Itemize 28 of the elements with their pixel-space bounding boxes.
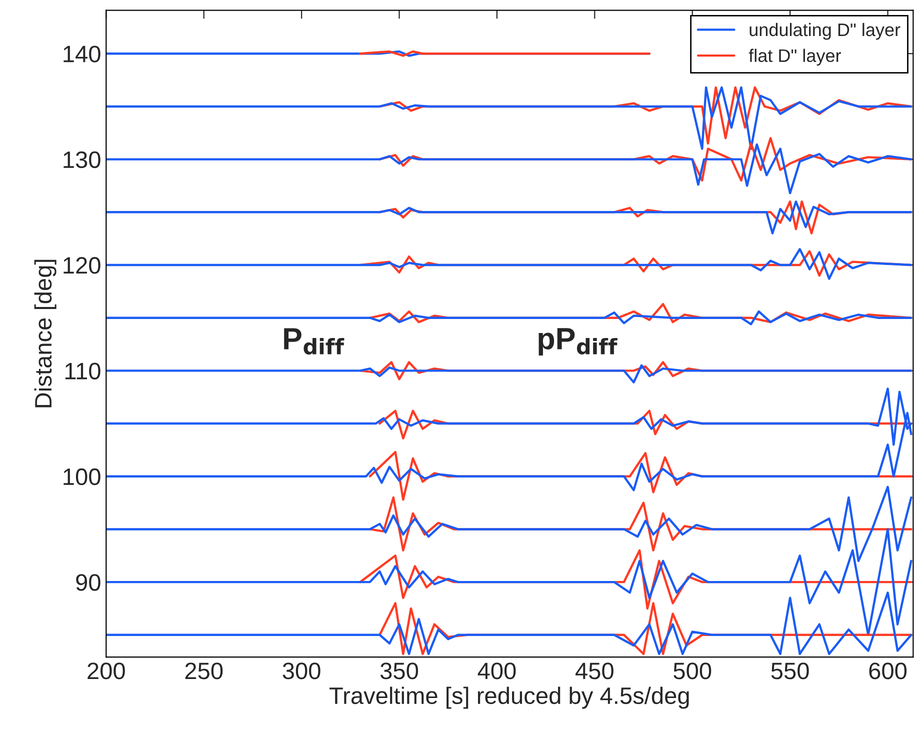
y-tick-label: 100 [64,468,100,486]
line-series [106,248,912,280]
x-tick-label: 300 [282,662,320,680]
line-series [106,143,912,194]
x-tick-label: 450 [576,662,614,680]
x-axis-title: Traveltime [s] reduced by 4.5s/deg [330,686,689,709]
line-series [106,592,912,656]
legend-label: undulating D" layer [750,22,900,40]
y-tick-label: 130 [64,151,100,168]
x-tick-label: 350 [380,662,418,680]
y-tick-label: 110 [65,362,100,380]
legend-label: flat D" layer [748,48,841,66]
x-tick-label: 400 [478,662,516,680]
x-tick-label: 500 [674,662,712,680]
line-series [106,364,912,384]
line-series [106,86,912,150]
y-tick-label: 140 [64,46,100,62]
line-series [106,200,912,234]
x-tick-label: 600 [869,662,907,680]
x-tick-label: 200 [88,662,125,680]
y-tick-label: 90 [76,574,100,591]
x-tick-label: 250 [185,662,223,680]
line-series [106,310,912,326]
y-tick-label: 120 [64,257,100,274]
annotation: pP$_{diff}$ [538,328,618,356]
y-axis-title: Distance [deg] [34,260,56,408]
annotation: P$_{diff}$ [284,328,344,355]
x-tick-label: 550 [771,662,809,680]
